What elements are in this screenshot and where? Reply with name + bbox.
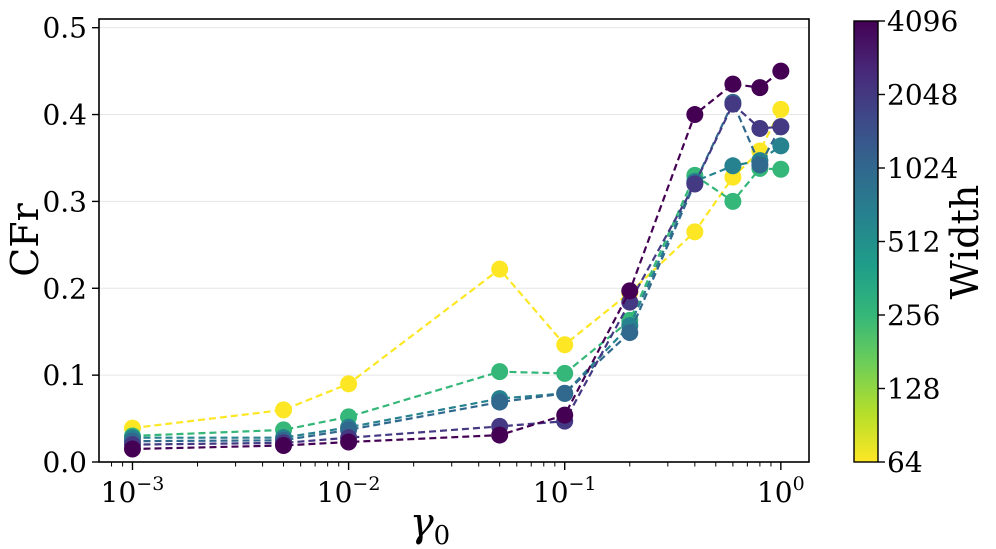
data-point xyxy=(491,393,509,411)
x-axis: 10−3 10−2 10−1 100 xyxy=(101,462,805,509)
data-point xyxy=(621,282,639,300)
y-axis-label: CFr xyxy=(3,202,47,276)
series-line xyxy=(132,144,782,439)
colorbar-tick-label: 2048 xyxy=(887,79,958,112)
data-point xyxy=(686,175,704,193)
series-line xyxy=(132,70,782,451)
series-line xyxy=(132,167,781,437)
data-point xyxy=(772,137,790,155)
series-line xyxy=(132,102,781,446)
data-point xyxy=(491,363,509,381)
y-tick-label: 0.4 xyxy=(42,99,87,132)
colorbar-tick-label: 1024 xyxy=(887,152,958,185)
data-point xyxy=(751,79,769,97)
colorbar-tick-label: 256 xyxy=(887,299,940,332)
data-point xyxy=(556,336,574,354)
data-point xyxy=(751,156,769,174)
svg-text:γ0: γ0 xyxy=(410,500,450,549)
data-point xyxy=(491,260,509,278)
x-axis-label: γ0 xyxy=(410,500,450,549)
colorbar-label: Width xyxy=(943,185,987,300)
series-layer xyxy=(123,62,790,458)
y-axis: 0.0 0.1 0.2 0.3 0.4 0.5 xyxy=(42,12,99,479)
data-point xyxy=(772,118,790,136)
data-point xyxy=(724,75,742,93)
colorbar-tick-label: 512 xyxy=(887,226,940,259)
data-point xyxy=(724,95,742,113)
data-point xyxy=(556,406,574,424)
y-tick-label: 0.2 xyxy=(42,272,87,305)
y-tick-label: 0.3 xyxy=(42,185,87,218)
series-4096 xyxy=(123,62,790,458)
data-point xyxy=(772,100,790,118)
data-point xyxy=(275,401,293,419)
plot-frame xyxy=(98,18,810,463)
data-point xyxy=(751,119,769,137)
data-point xyxy=(686,223,704,241)
x-tick-label: 10−2 xyxy=(317,473,381,509)
data-point xyxy=(275,436,293,454)
data-point xyxy=(556,384,574,402)
plot-background xyxy=(99,19,809,462)
data-point xyxy=(724,157,742,175)
colorbar-tick-label: 64 xyxy=(887,446,923,479)
data-point xyxy=(340,433,358,451)
data-point xyxy=(491,426,509,444)
colorbar-gradient xyxy=(853,20,879,463)
x-tick-label: 10−1 xyxy=(533,473,597,509)
data-point xyxy=(724,192,742,210)
data-point xyxy=(772,160,790,178)
data-point xyxy=(340,375,358,393)
x-tick-label: 100 xyxy=(757,473,805,509)
data-point xyxy=(123,440,141,458)
y-tick-label: 0.1 xyxy=(42,359,87,392)
colorbar-tick-label: 128 xyxy=(887,373,940,406)
data-point xyxy=(556,364,574,382)
data-point xyxy=(686,106,704,124)
series-line xyxy=(132,108,782,430)
data-point xyxy=(621,324,639,342)
colorbar-tick-label: 4096 xyxy=(887,5,958,38)
y-tick-label: 0.0 xyxy=(42,446,87,479)
data-point xyxy=(772,62,790,80)
y-tick-label: 0.5 xyxy=(42,12,87,45)
x-tick-label: 10−3 xyxy=(101,473,165,509)
series-64 xyxy=(123,100,790,437)
colorbar: 64 128 256 512 1024 2048 4096 Width xyxy=(853,5,987,479)
